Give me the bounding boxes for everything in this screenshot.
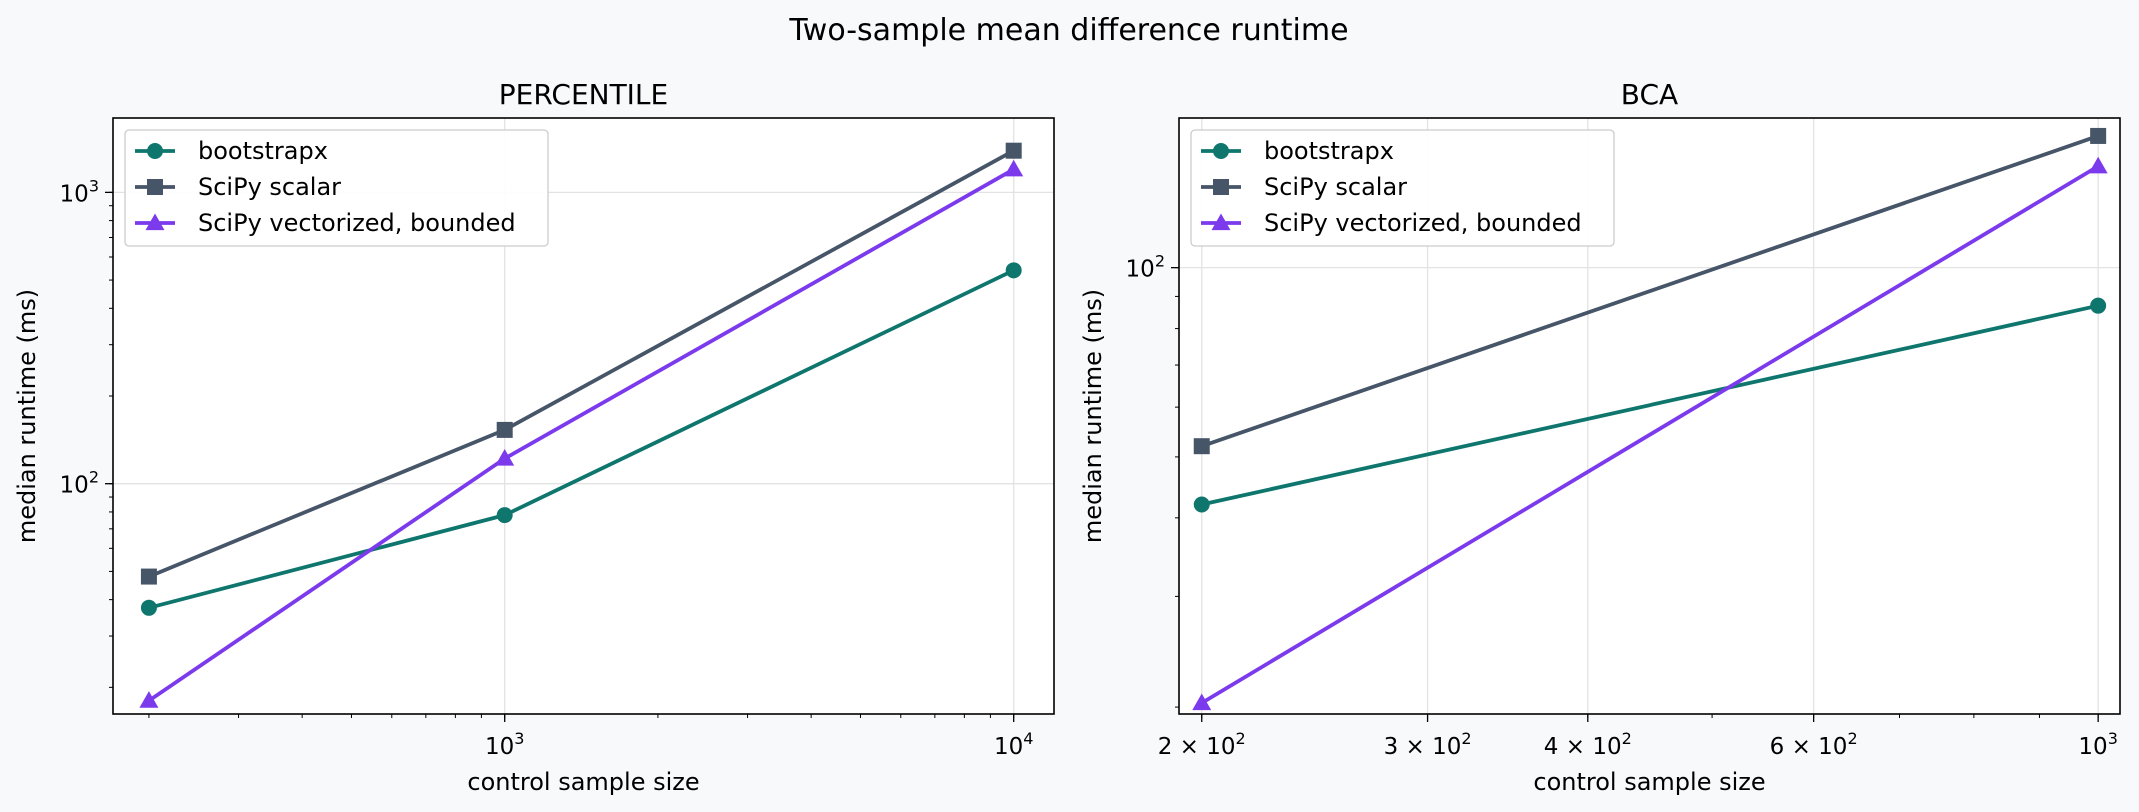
x-tick-label: 2 × 102 bbox=[1158, 729, 1246, 760]
x-axis-label: control sample size bbox=[467, 768, 699, 796]
legend-entry: bootstrapx bbox=[1201, 137, 1394, 165]
data-point bbox=[496, 507, 513, 524]
legend: bootstrapx SciPy scalar SciPy vectorized, … bbox=[1190, 129, 1615, 247]
series-scipy-scalar bbox=[1193, 127, 2107, 455]
data-point bbox=[2088, 156, 2108, 174]
y-axis-label: median runtime (ms) bbox=[13, 289, 41, 543]
legend-box bbox=[1190, 129, 1615, 247]
series-bootstrapx bbox=[140, 262, 1022, 616]
legend-label: SciPy scalar bbox=[1264, 173, 1407, 201]
legend-label: SciPy vectorized, bounded bbox=[198, 209, 516, 237]
data-point bbox=[140, 599, 157, 616]
legend-marker bbox=[147, 179, 163, 195]
chart-title-bca: BCA bbox=[1621, 78, 1678, 111]
data-point bbox=[140, 568, 157, 585]
figure-title: Two-sample mean difference runtime bbox=[788, 13, 1348, 48]
data-point bbox=[1005, 142, 1022, 159]
series-bootstrapx bbox=[1193, 297, 2107, 513]
legend-label: SciPy vectorized, bounded bbox=[1264, 209, 1582, 237]
x-tick-label: 103 bbox=[2078, 729, 2117, 760]
legend-entry: SciPy vectorized, bounded bbox=[1201, 209, 1582, 237]
axes-frame bbox=[1178, 117, 2121, 715]
x-tick-label: 3 × 102 bbox=[1384, 729, 1472, 760]
legend-entry: bootstrapx bbox=[135, 137, 328, 165]
series-line bbox=[1201, 303, 2099, 507]
series-scipy-scalar bbox=[140, 142, 1022, 585]
legend-box bbox=[124, 129, 549, 247]
x-axis-label: control sample size bbox=[1533, 768, 1765, 796]
legend: bootstrapx SciPy scalar SciPy vectorized, … bbox=[124, 129, 549, 247]
axes-frame bbox=[112, 117, 1055, 715]
legend-label: bootstrapx bbox=[1264, 137, 1394, 165]
data-point bbox=[495, 449, 515, 466]
y-axis-label: median runtime (ms) bbox=[1079, 289, 1107, 543]
legend-entry: SciPy vectorized, bounded bbox=[135, 209, 516, 237]
data-point bbox=[1192, 693, 1212, 711]
series-line bbox=[1201, 134, 2099, 448]
data-point bbox=[1005, 262, 1022, 279]
legend-label: bootstrapx bbox=[198, 137, 328, 165]
x-tick-label: 6 × 102 bbox=[1770, 729, 1858, 760]
series-line bbox=[1200, 164, 2100, 705]
series-scipy-vectorized-bounded bbox=[139, 159, 1024, 708]
legend-label: SciPy scalar bbox=[198, 173, 341, 201]
legend-marker bbox=[145, 213, 165, 231]
x-tick-label: 4 × 102 bbox=[1544, 729, 1632, 760]
legend-marker bbox=[1213, 179, 1229, 195]
legend-marker bbox=[147, 143, 163, 159]
chart-panel-bca: 2 × 102 3 × 102 4 × 102 6 × 102 103 102 BCA con… bbox=[1079, 78, 2121, 796]
series-scipy-vectorized-bounded bbox=[1192, 156, 2108, 711]
chart-panel-percentile: 103 104 102 103 PERCENTILE control sample siz… bbox=[13, 78, 1055, 796]
legend-marker bbox=[1211, 213, 1231, 231]
legend-entry: SciPy scalar bbox=[1201, 173, 1407, 201]
data-point bbox=[1193, 496, 1210, 513]
data-point bbox=[496, 421, 513, 438]
legend-entry: SciPy scalar bbox=[135, 173, 341, 201]
chart-title-percentile: PERCENTILE bbox=[499, 78, 668, 111]
data-point bbox=[1004, 159, 1024, 177]
x-tick-label: 103 bbox=[485, 729, 524, 760]
data-point bbox=[139, 691, 159, 708]
legend-marker bbox=[1213, 143, 1229, 159]
data-point bbox=[1193, 438, 1210, 455]
x-tick-label: 104 bbox=[994, 729, 1033, 760]
y-tick-label: 102 bbox=[1126, 252, 1165, 283]
y-tick-label: 102 bbox=[60, 468, 99, 499]
data-point bbox=[2090, 297, 2107, 314]
data-point bbox=[2090, 127, 2107, 144]
y-tick-label: 103 bbox=[60, 176, 99, 207]
